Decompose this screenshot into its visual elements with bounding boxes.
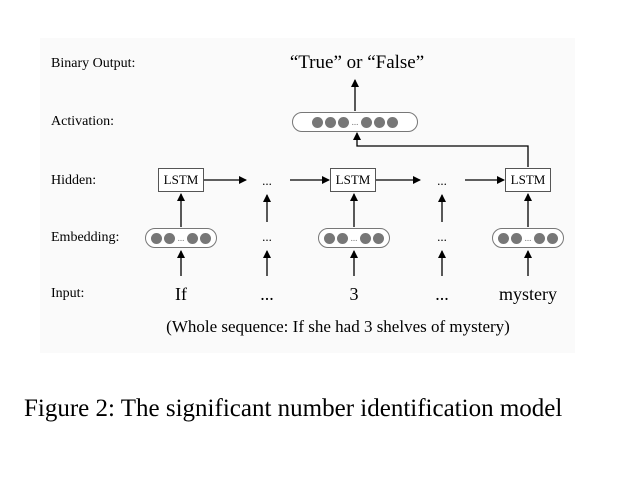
neuron-circle: [374, 116, 386, 128]
neuron-circle: [547, 232, 559, 244]
neuron-circle: [337, 116, 349, 128]
neuron-ellipsis: ...: [177, 232, 185, 243]
neuron-circle: [360, 232, 372, 244]
row-label-activation: Activation:: [51, 114, 114, 129]
neuron-circle: [200, 232, 212, 244]
activation-vector: ...: [292, 112, 418, 132]
neuron-circle: [323, 232, 335, 244]
row-label-embedding: Embedding:: [51, 230, 120, 245]
neuron-circle: [163, 232, 175, 244]
lstm-cell-2: LSTM: [330, 168, 376, 192]
hidden-ellipsis-2: ...: [437, 173, 447, 188]
input-token-4: ...: [435, 284, 449, 304]
embedding-ellipsis-2: ...: [437, 229, 447, 244]
neuron-ellipsis: ...: [524, 232, 532, 243]
row-label-binary-output: Binary Output:: [51, 56, 136, 71]
neuron-circle: [534, 232, 546, 244]
input-token-3: 3: [349, 284, 359, 304]
embedding-vector-2: ...: [318, 228, 390, 248]
embedding-vector-3: ...: [492, 228, 564, 248]
neuron-circle: [336, 232, 348, 244]
neuron-ellipsis: ...: [351, 116, 359, 127]
neuron-ellipsis: ...: [350, 232, 358, 243]
neuron-circle: [373, 232, 385, 244]
neuron-circle: [150, 232, 162, 244]
neuron-circle: [361, 116, 373, 128]
figure-caption: Figure 2: The significant number identif…: [24, 395, 563, 422]
neuron-circle: [497, 232, 509, 244]
embedding-vector-1: ...: [145, 228, 217, 248]
neuron-circle: [387, 116, 399, 128]
arrow-hidden-to-activation: [353, 132, 529, 167]
input-token-2: ...: [260, 284, 274, 304]
input-token-1: If: [175, 284, 187, 304]
lstm-cell-3: LSTM: [505, 168, 551, 192]
embedding-ellipsis-1: ...: [262, 229, 272, 244]
binary-output-text: “True” or “False”: [289, 52, 425, 73]
neuron-circle: [187, 232, 199, 244]
row-label-input: Input:: [51, 286, 85, 301]
neuron-circle: [324, 116, 336, 128]
row-label-hidden: Hidden:: [51, 173, 97, 188]
lstm-cell-1: LSTM: [158, 168, 204, 192]
hidden-ellipsis-1: ...: [262, 173, 272, 188]
input-token-5: mystery: [499, 284, 557, 304]
neuron-circle: [510, 232, 522, 244]
neuron-circle: [311, 116, 323, 128]
sequence-note: (Whole sequence: If she had 3 shelves of…: [166, 317, 510, 336]
diagram-background: [40, 38, 575, 353]
